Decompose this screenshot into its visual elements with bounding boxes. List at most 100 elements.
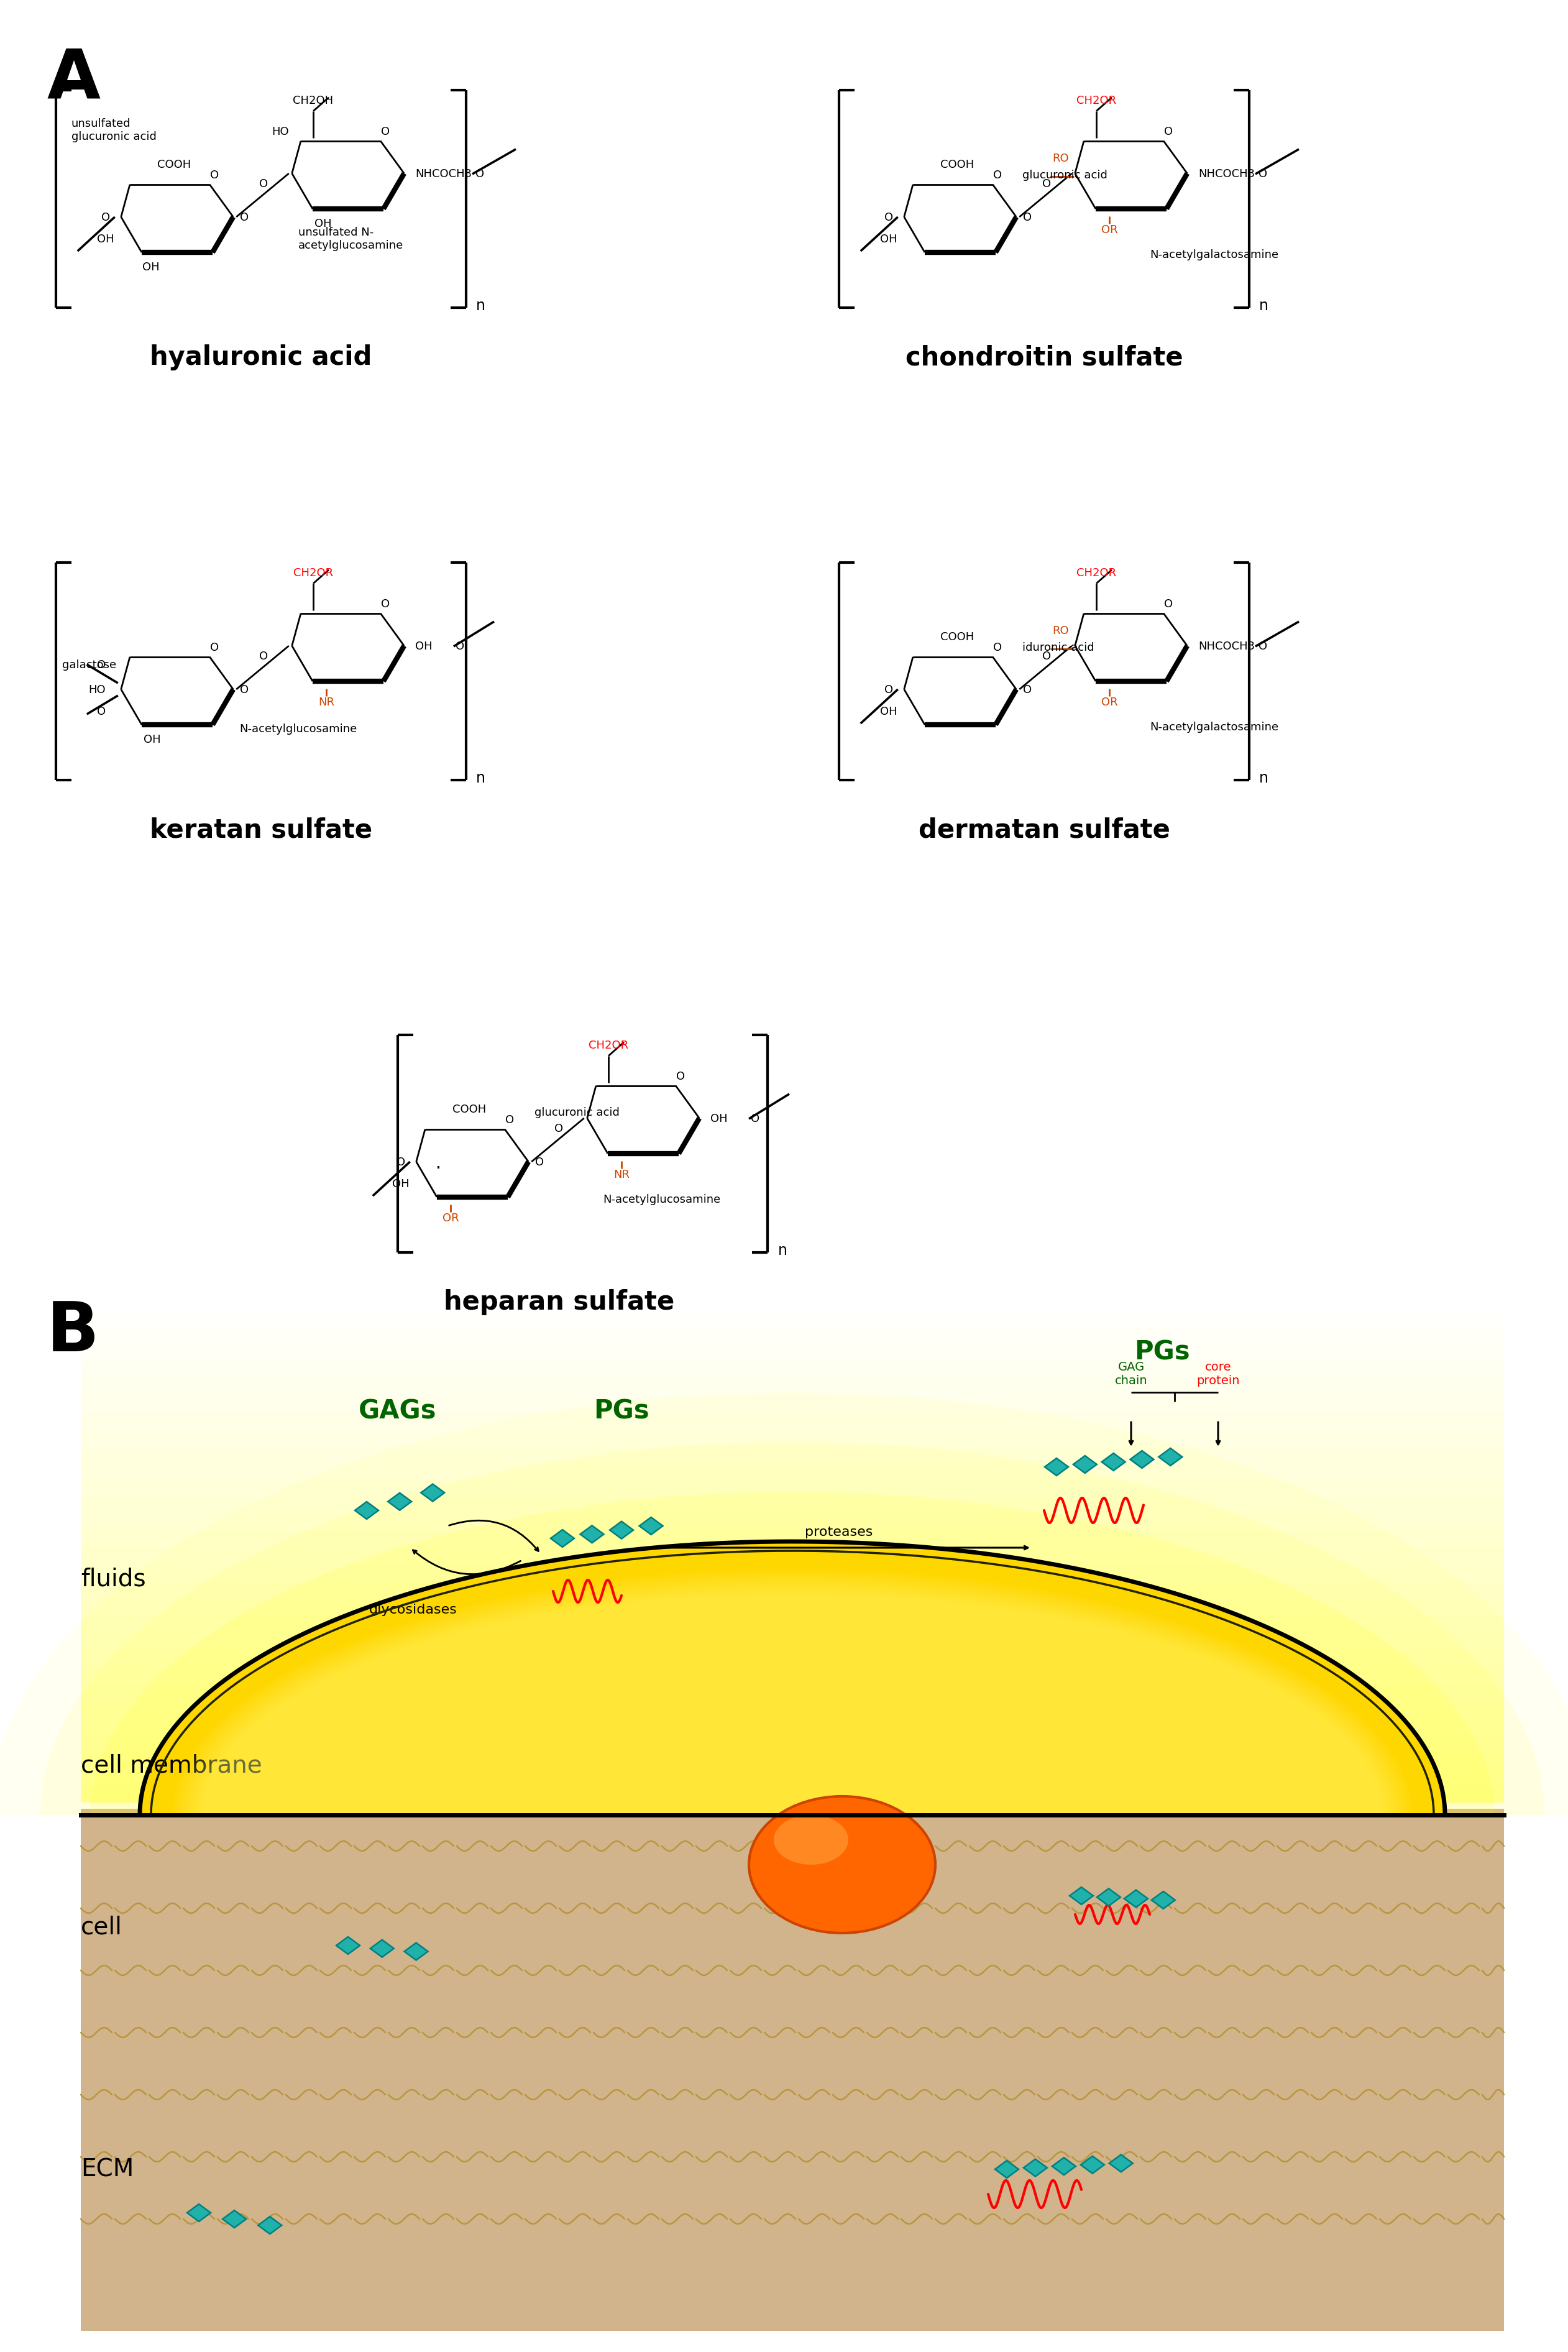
- Bar: [82, 1668, 1504, 1684]
- Text: O: O: [1163, 127, 1173, 136]
- Text: COOH: COOH: [157, 160, 191, 169]
- Text: chondroitin sulfate: chondroitin sulfate: [905, 343, 1182, 372]
- Bar: [82, 1581, 1504, 1599]
- Text: RO: RO: [1052, 626, 1069, 637]
- Text: O: O: [1259, 640, 1267, 652]
- Text: NHCOCH3: NHCOCH3: [1198, 640, 1254, 652]
- Text: heparan sulfate: heparan sulfate: [444, 1289, 674, 1315]
- Polygon shape: [1080, 2157, 1104, 2173]
- Polygon shape: [1109, 2154, 1132, 2171]
- Text: glucuronic acid: glucuronic acid: [535, 1108, 619, 1117]
- Text: GAGs: GAGs: [359, 1397, 437, 1423]
- Polygon shape: [0, 1392, 1568, 1816]
- Polygon shape: [1098, 1889, 1121, 1905]
- Bar: [82, 1327, 1504, 1343]
- Text: NHCOCH3: NHCOCH3: [416, 169, 472, 179]
- Polygon shape: [1159, 1449, 1182, 1465]
- Text: OH: OH: [143, 261, 160, 273]
- Text: dermatan sulfate: dermatan sulfate: [919, 816, 1170, 842]
- Bar: [82, 1769, 1504, 1785]
- Polygon shape: [223, 2211, 246, 2227]
- Text: COOH: COOH: [941, 160, 974, 169]
- Text: O: O: [97, 659, 105, 670]
- Bar: [82, 1531, 1504, 1548]
- Text: O: O: [259, 179, 268, 191]
- Text: CH2OH: CH2OH: [293, 94, 334, 106]
- Bar: [82, 1515, 1504, 1531]
- Text: OR: OR: [442, 1214, 459, 1223]
- Text: O: O: [102, 212, 110, 223]
- Text: RO: RO: [1052, 153, 1069, 165]
- Polygon shape: [387, 1494, 411, 1510]
- Text: O: O: [1259, 169, 1267, 179]
- Text: NHCOCH3: NHCOCH3: [1198, 169, 1254, 179]
- Polygon shape: [580, 1526, 604, 1543]
- Text: COOH: COOH: [941, 630, 974, 642]
- Text: ·: ·: [436, 1160, 441, 1178]
- Text: NR: NR: [318, 696, 334, 708]
- Text: PGs: PGs: [594, 1397, 649, 1423]
- Bar: [82, 1717, 1504, 1733]
- Polygon shape: [610, 1522, 633, 1538]
- Bar: [82, 1428, 1504, 1446]
- Polygon shape: [82, 1541, 1504, 1816]
- Text: fluids: fluids: [82, 1566, 146, 1590]
- Text: A: A: [47, 47, 100, 113]
- Text: n: n: [477, 771, 486, 786]
- Polygon shape: [259, 2216, 282, 2234]
- Polygon shape: [82, 1491, 1504, 1816]
- Text: N-acetylglucosamine: N-acetylglucosamine: [604, 1195, 721, 1204]
- Text: N-acetylgalactosamine: N-acetylgalactosamine: [1149, 249, 1278, 261]
- Text: O: O: [97, 706, 105, 717]
- Text: O: O: [993, 642, 1002, 654]
- Text: OH: OH: [144, 734, 162, 746]
- Text: PGs: PGs: [1134, 1338, 1190, 1364]
- Polygon shape: [1069, 1886, 1093, 1905]
- Polygon shape: [550, 1529, 574, 1548]
- Text: O: O: [1022, 212, 1032, 223]
- Text: HO: HO: [88, 684, 105, 696]
- Text: O: O: [1163, 597, 1173, 609]
- Bar: [82, 1294, 1504, 1310]
- Polygon shape: [1044, 1458, 1068, 1475]
- Ellipse shape: [773, 1816, 848, 1865]
- Ellipse shape: [750, 1797, 936, 1933]
- Text: OH: OH: [97, 233, 114, 245]
- Bar: [82, 1649, 1504, 1668]
- Text: O: O: [259, 652, 268, 661]
- Polygon shape: [336, 1936, 359, 1955]
- Polygon shape: [370, 1940, 394, 1957]
- Text: O: O: [240, 212, 249, 223]
- Text: OH: OH: [880, 233, 897, 245]
- Polygon shape: [1151, 1891, 1174, 1910]
- Text: CH2OR: CH2OR: [588, 1040, 629, 1051]
- Bar: [82, 1395, 1504, 1411]
- Bar: [82, 1343, 1504, 1362]
- Text: O: O: [751, 1112, 759, 1124]
- Bar: [82, 1548, 1504, 1564]
- Text: keratan sulfate: keratan sulfate: [149, 816, 372, 842]
- Text: O: O: [210, 642, 220, 654]
- Polygon shape: [405, 1943, 428, 1959]
- Text: COOH: COOH: [452, 1103, 486, 1115]
- Text: HO: HO: [271, 127, 289, 136]
- Polygon shape: [1024, 2159, 1047, 2176]
- Polygon shape: [41, 1442, 1544, 1816]
- Polygon shape: [640, 1517, 663, 1534]
- Bar: [82, 1479, 1504, 1496]
- Bar: [82, 1684, 1504, 1700]
- Text: OR: OR: [1101, 696, 1118, 708]
- Bar: [82, 1616, 1504, 1632]
- Text: CH2OR: CH2OR: [1076, 94, 1116, 106]
- Text: OH: OH: [315, 219, 332, 230]
- Text: CH2OR: CH2OR: [1076, 567, 1116, 579]
- Text: CH2OR: CH2OR: [293, 567, 332, 579]
- Text: NR: NR: [613, 1169, 630, 1181]
- Text: unsulfated N-
acetylglucosamine: unsulfated N- acetylglucosamine: [298, 226, 403, 252]
- Bar: [82, 1378, 1504, 1395]
- Text: O: O: [884, 212, 894, 223]
- Text: proteases: proteases: [804, 1526, 873, 1538]
- Text: OH: OH: [416, 640, 433, 652]
- Polygon shape: [1073, 1456, 1096, 1472]
- Bar: [82, 1362, 1504, 1378]
